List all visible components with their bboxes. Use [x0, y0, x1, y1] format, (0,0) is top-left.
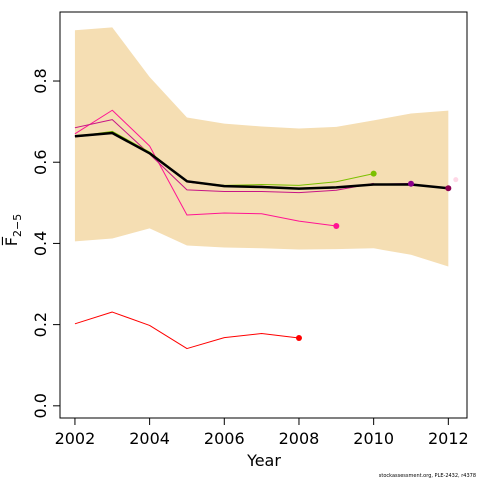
- y-tick-label: 0.0: [31, 393, 50, 418]
- series-line-2: [74, 119, 374, 194]
- x-tick-label: 2012: [428, 429, 469, 448]
- confidence-band: [74, 27, 449, 267]
- y-tick-label: 0.4: [31, 231, 50, 256]
- y-axis-title-subscript: 2−5: [11, 214, 24, 237]
- series-end-points: [295, 170, 459, 342]
- series-line-1: [74, 109, 337, 227]
- series-line-5: [74, 131, 449, 190]
- x-tick-label: 2010: [353, 429, 394, 448]
- x-tick-label: 2002: [55, 429, 96, 448]
- extra-point-0: [453, 177, 459, 183]
- svg-text:F̅2−5: F̅2−5: [2, 214, 24, 246]
- x-tick-label: 2008: [279, 429, 320, 448]
- series-end-point-6: [445, 185, 452, 192]
- x-tick-label: 2006: [204, 429, 245, 448]
- series-end-point-0: [295, 335, 302, 342]
- confidence-band-area: [74, 27, 449, 267]
- series-line-0: [74, 311, 300, 350]
- y-axis-title-symbol: F̅: [2, 236, 21, 246]
- series-end-point-1: [333, 222, 340, 229]
- source-credit: stockassessment.org, PLE-2432, r4378: [379, 473, 476, 479]
- y-tick-label: 0.6: [31, 149, 50, 174]
- y-axis: 0.0 0.2 0.4 0.6 0.8: [31, 68, 60, 419]
- series-end-point-4: [407, 180, 414, 187]
- series-end-point-3: [370, 170, 377, 177]
- x-axis: 2002 2004 2006 2008 2010 2012: [55, 418, 469, 448]
- y-axis-title: F̅2−5: [2, 214, 24, 246]
- x-tick-label: 2004: [129, 429, 170, 448]
- plot-frame: [59, 11, 468, 419]
- series-lines: [74, 109, 449, 350]
- x-axis-title: Year: [246, 451, 281, 470]
- y-tick-label: 0.2: [31, 312, 50, 337]
- y-tick-label: 0.8: [31, 68, 50, 93]
